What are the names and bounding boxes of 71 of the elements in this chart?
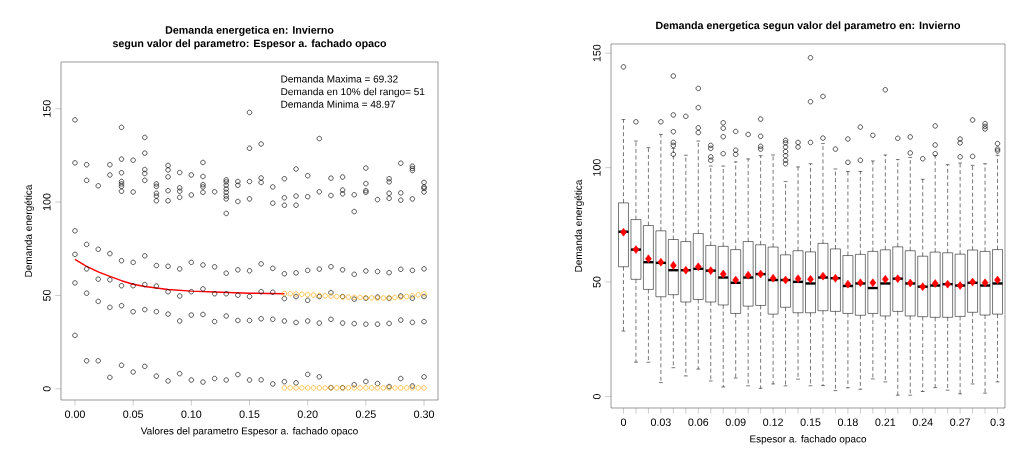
y-tick-label: 150 xyxy=(593,44,601,62)
y-axis-title: Demanda energética xyxy=(574,179,584,272)
x-tick-label: 0.09 xyxy=(725,418,746,426)
x-axis-title: Valores del parametro Espesor a. fachado opaco xyxy=(140,427,358,437)
point xyxy=(299,385,305,391)
point xyxy=(299,291,305,297)
point xyxy=(380,295,386,301)
point xyxy=(369,385,375,391)
point xyxy=(310,385,317,391)
point xyxy=(345,294,352,300)
point xyxy=(369,295,375,301)
annotation: Demanda Maxima = 69.32 xyxy=(281,75,398,83)
x-tick-label: 0.03 xyxy=(650,418,671,426)
x-tick-label: 0.24 xyxy=(912,418,933,426)
point xyxy=(287,291,293,297)
line-series xyxy=(74,258,286,295)
point xyxy=(398,385,404,391)
point xyxy=(334,293,340,300)
annotation: Demanda Minima = 48.97 xyxy=(281,100,395,108)
x-tick-label: 0.25 xyxy=(355,410,376,418)
y-tick-label: 100 xyxy=(43,193,51,211)
point xyxy=(363,385,369,391)
point xyxy=(357,385,363,391)
x-axis-title: Espesor a. fachado opaco xyxy=(750,435,867,445)
point xyxy=(334,385,340,391)
y-tick-label: 50 xyxy=(593,276,601,288)
x-tick-label: 0.20 xyxy=(297,410,318,418)
point xyxy=(403,293,410,300)
point xyxy=(415,385,421,391)
point xyxy=(305,292,311,298)
point xyxy=(281,385,288,391)
x-tick-label: 0.15 xyxy=(239,410,260,418)
point xyxy=(322,293,328,299)
x-tick-label: 0.27 xyxy=(950,418,970,426)
y-tick-label: 0 xyxy=(593,394,601,400)
x-tick-label: 0.06 xyxy=(688,418,709,426)
point xyxy=(322,385,328,391)
y-tick-label: 100 xyxy=(593,159,601,176)
point xyxy=(316,385,322,391)
point xyxy=(392,294,398,301)
x-tick-label: 0.00 xyxy=(65,410,85,418)
point xyxy=(374,385,381,391)
chart-subtitle: segun valor del parametro: Espesor a. fachado opaco xyxy=(112,39,387,50)
point xyxy=(357,294,363,301)
y-tick-label: 150 xyxy=(43,100,51,117)
x-tick-label: 0.30 xyxy=(414,410,435,418)
x-tick-label: 0.15 xyxy=(800,418,821,426)
y-tick-label: 50 xyxy=(43,289,51,301)
point xyxy=(415,292,421,298)
point xyxy=(345,385,352,391)
chart-title: Demanda energetica en: Invierno xyxy=(165,25,334,36)
point xyxy=(310,292,317,298)
point xyxy=(392,385,398,391)
point xyxy=(421,385,427,391)
x-tick-label: 0.10 xyxy=(181,410,202,418)
point xyxy=(403,385,410,391)
point xyxy=(380,385,386,391)
x-tick-label: 0.21 xyxy=(875,418,896,426)
point xyxy=(293,385,299,391)
point xyxy=(287,385,293,391)
x-tick-label: 0.05 xyxy=(123,410,144,418)
point xyxy=(305,385,311,391)
y-tick-label: 0 xyxy=(43,386,51,392)
annotation: Demanda en 10% del rango= 51 xyxy=(281,87,425,98)
x-tick-label: 0.18 xyxy=(837,418,858,426)
x-tick-label: 0.12 xyxy=(763,418,783,426)
x-tick-label: 0 xyxy=(620,418,627,426)
chart-title: Demanda energetica segun valor del parametro en: Invierno xyxy=(656,21,961,32)
point xyxy=(281,290,288,297)
y-axis-title: Demanda energética xyxy=(24,184,34,277)
x-tick-label: 0.3 xyxy=(990,418,1005,426)
